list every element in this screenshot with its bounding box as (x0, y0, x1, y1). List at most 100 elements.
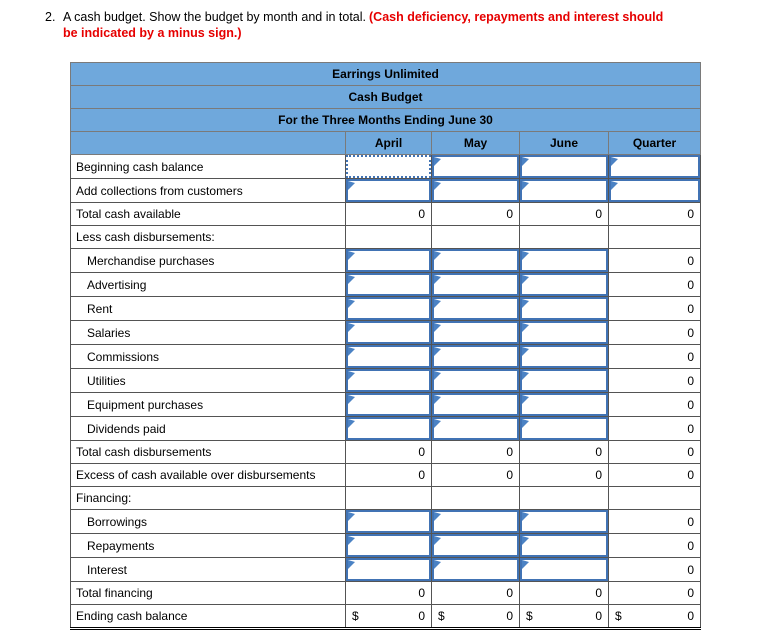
budget-input-cell-june[interactable] (520, 510, 608, 533)
table-row: Utilities 0 (70, 368, 702, 393)
budget-input-cell-june[interactable] (520, 534, 608, 557)
column-header-row: April May June Quarter (70, 131, 702, 155)
instruction-text: A cash budget. Show the budget by month … (63, 9, 675, 41)
row-label: Merchandise purchases (70, 248, 346, 273)
budget-input-cell-may[interactable] (432, 249, 519, 272)
row-label: Dividends paid (70, 416, 346, 441)
input-marker-icon (522, 419, 529, 428)
currency-value-cell: $0 (607, 604, 702, 630)
row-label: Equipment purchases (70, 392, 346, 417)
budget-input-cell-april[interactable] (346, 345, 431, 368)
input-marker-icon (348, 275, 355, 284)
budget-input-cell-june[interactable] (520, 249, 608, 272)
computed-value: 0 (607, 344, 702, 369)
budget-input-cell-april[interactable] (346, 369, 431, 392)
budget-input-cell-june[interactable] (520, 369, 608, 392)
budget-input-cell-may[interactable] (432, 273, 519, 296)
row-label: Financing: (70, 486, 346, 510)
table-row: Add collections from customers (70, 178, 702, 203)
instruction-text-red: (Cash deficiency, repayments and interes… (63, 10, 664, 40)
input-marker-icon (348, 395, 355, 404)
budget-input-cell-april[interactable] (346, 534, 431, 557)
computed-value: 0 (519, 440, 609, 464)
budget-input-cell-april-active[interactable] (346, 155, 431, 178)
instruction-number: 2. (45, 10, 56, 24)
budget-input-cell-april[interactable] (346, 249, 431, 272)
input-marker-icon (522, 275, 529, 284)
budget-input-cell-quarter[interactable] (609, 155, 701, 178)
empty-cell (519, 486, 609, 510)
budget-input-cell-april[interactable] (346, 273, 431, 296)
empty-cell (431, 225, 520, 249)
input-marker-icon (522, 157, 529, 166)
budget-input-cell-june[interactable] (520, 179, 608, 202)
input-marker-icon (348, 419, 355, 428)
input-marker-icon (434, 371, 441, 380)
row-label: Less cash disbursements: (70, 225, 346, 249)
budget-input-cell-june[interactable] (520, 393, 608, 416)
budget-input-cell-june[interactable] (520, 273, 608, 296)
computed-value: 0 (607, 272, 702, 297)
budget-input-cell-quarter[interactable] (609, 179, 701, 202)
budget-input-cell-april[interactable] (346, 297, 431, 320)
row-label: Beginning cash balance (70, 154, 346, 179)
table-row: Excess of cash available over disburseme… (70, 463, 702, 487)
currency-value-cell: $0 (431, 604, 520, 630)
statement-period: For the Three Months Ending June 30 (69, 108, 702, 132)
input-marker-icon (348, 347, 355, 356)
computed-value: 0 (607, 248, 702, 273)
budget-input-cell-may[interactable] (432, 534, 519, 557)
budget-input-cell-june[interactable] (520, 417, 608, 440)
input-marker-icon (522, 512, 529, 521)
input-marker-icon (348, 512, 355, 521)
row-label: Borrowings (70, 509, 346, 534)
table-row: Borrowings 0 (70, 509, 702, 534)
computed-value: 0 (607, 581, 702, 605)
budget-input-cell-april[interactable] (346, 321, 431, 344)
budget-input-cell-may[interactable] (432, 345, 519, 368)
budget-input-cell-may[interactable] (432, 297, 519, 320)
instruction-text-black: A cash budget. Show the budget by month … (63, 10, 366, 24)
budget-input-cell-may[interactable] (432, 155, 519, 178)
computed-value: 0 (519, 581, 609, 605)
table-row: Rent 0 (70, 296, 702, 321)
table-row: Total financing 0 0 0 0 (70, 581, 702, 605)
currency-symbol: $ (438, 609, 445, 623)
budget-input-cell-may[interactable] (432, 558, 519, 581)
table-row: Less cash disbursements: (70, 225, 702, 249)
input-marker-icon (522, 395, 529, 404)
input-marker-icon (348, 323, 355, 332)
budget-input-cell-may[interactable] (432, 417, 519, 440)
computed-value: 0 (506, 609, 513, 623)
budget-input-cell-april[interactable] (346, 393, 431, 416)
input-marker-icon (522, 181, 529, 190)
input-marker-icon (522, 347, 529, 356)
table-row: Total cash disbursements 0 0 0 0 (70, 440, 702, 464)
input-marker-icon (434, 536, 441, 545)
budget-input-cell-april[interactable] (346, 417, 431, 440)
budget-input-cell-june[interactable] (520, 321, 608, 344)
title-row: Earrings Unlimited (69, 62, 702, 86)
row-label: Repayments (70, 533, 346, 558)
budget-input-cell-may[interactable] (432, 393, 519, 416)
budget-input-cell-may[interactable] (432, 510, 519, 533)
computed-value: 0 (345, 440, 432, 464)
computed-value: 0 (607, 320, 702, 345)
computed-value: 0 (431, 463, 520, 487)
budget-input-cell-april[interactable] (346, 179, 431, 202)
input-marker-icon (434, 181, 441, 190)
budget-input-cell-may[interactable] (432, 179, 519, 202)
row-label: Utilities (70, 368, 346, 393)
computed-value: 0 (345, 463, 432, 487)
budget-input-cell-june[interactable] (520, 558, 608, 581)
computed-value: 0 (345, 581, 432, 605)
budget-input-cell-june[interactable] (520, 297, 608, 320)
budget-input-cell-june[interactable] (520, 155, 608, 178)
instruction: 2. A cash budget. Show the budget by mon… (45, 9, 685, 41)
budget-input-cell-may[interactable] (432, 321, 519, 344)
budget-input-cell-june[interactable] (520, 345, 608, 368)
table-row: Advertising 0 (70, 272, 702, 297)
budget-input-cell-april[interactable] (346, 510, 431, 533)
budget-input-cell-may[interactable] (432, 369, 519, 392)
budget-input-cell-april[interactable] (346, 558, 431, 581)
